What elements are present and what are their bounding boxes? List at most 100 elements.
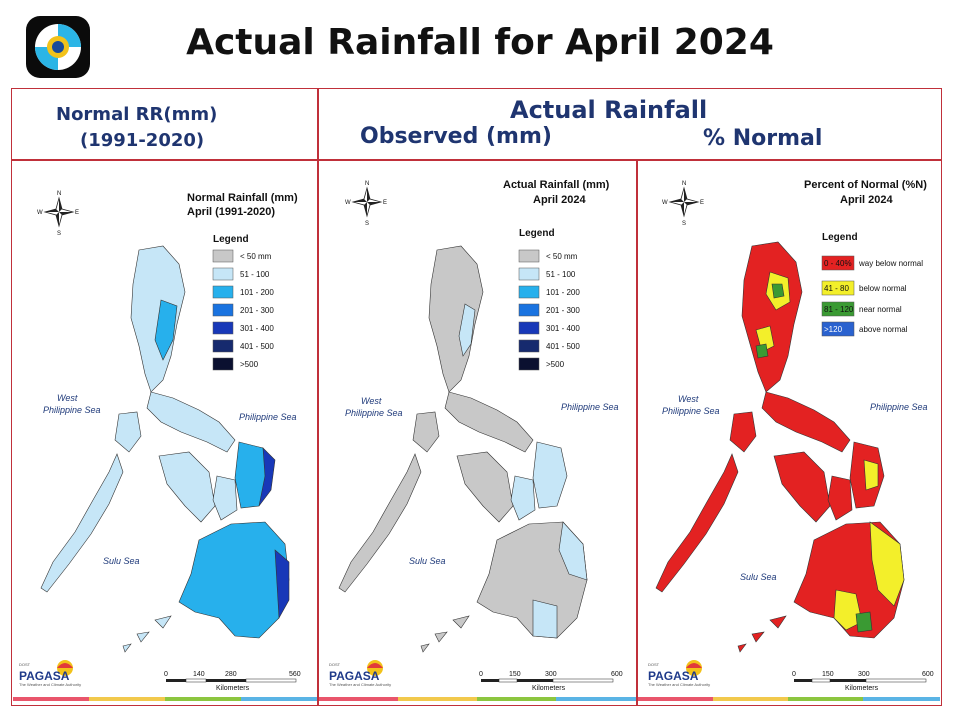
- compass-n: N: [365, 181, 369, 187]
- scale-tick: 0: [479, 671, 483, 678]
- legend-range: 41 - 80: [824, 284, 849, 293]
- legend-label: 401 - 500: [240, 342, 274, 351]
- map-title-line2: April (1991-2020): [187, 206, 275, 218]
- legend-item: 81 - 120 near normal: [821, 301, 902, 317]
- pagasa-tagline: The Weather and Climate Authority: [329, 682, 391, 687]
- pagasa-dost: DOST: [19, 662, 31, 667]
- compass-n: N: [682, 181, 686, 187]
- sea-label-west-line2: Philippine Sea: [662, 406, 720, 416]
- legend-item: >500: [518, 357, 565, 371]
- map-percent-svg: N S E W Percent of Normal (%N) April 202…: [638, 179, 940, 701]
- region-sulu: [420, 615, 470, 653]
- sea-label-west-line1: West: [361, 396, 382, 406]
- scale-bar: 0 150 300 600 Kilometers: [479, 671, 623, 692]
- legend-range: >120: [824, 325, 843, 334]
- legend-label: 301 - 400: [546, 324, 580, 333]
- region-luzon-north: [741, 241, 803, 393]
- scale-unit: Kilometers: [216, 685, 250, 692]
- scale-tick: 0: [164, 671, 168, 678]
- header-normal-line2: (1991-2020): [80, 130, 205, 151]
- sea-label-east: Philippine Sea: [239, 412, 297, 422]
- legend-item: 301 - 400: [212, 321, 274, 335]
- region-panay-negros: [773, 451, 831, 523]
- sea-label-west-line1: West: [57, 393, 78, 403]
- scale-tick: 280: [225, 671, 237, 678]
- region-mindanao-east: [558, 521, 588, 581]
- legend-label: 101 - 200: [546, 288, 580, 297]
- compass-e: E: [700, 200, 704, 206]
- pagasa-logo: DOST PAGASA The Weather and Climate Auth…: [17, 658, 81, 688]
- region-samar-leyte: [532, 441, 568, 509]
- map-observed-svg: N S E W Actual Rainfall (mm) April 2024 …: [319, 179, 636, 701]
- legend-item: < 50 mm: [212, 249, 272, 263]
- scale-tick: 150: [822, 671, 834, 678]
- region-mindoro: [412, 411, 440, 453]
- legend-label: near normal: [859, 305, 902, 314]
- map-title-line2: April 2024: [533, 194, 586, 206]
- scale-tick: 300: [545, 671, 557, 678]
- compass-e: E: [75, 210, 79, 216]
- pagasa-wordmark: PAGASA: [329, 669, 380, 683]
- philippines-map-normal: [40, 245, 290, 653]
- compass-w: W: [345, 200, 351, 206]
- sea-label-sulu: Sulu Sea: [103, 556, 140, 566]
- compass-w: W: [662, 200, 668, 206]
- region-cebu-bohol: [510, 475, 536, 521]
- pagasa-logo: DOST PAGASA The Weather and Climate Auth…: [646, 658, 710, 688]
- compass-s: S: [57, 231, 61, 237]
- compass-e: E: [383, 200, 387, 206]
- legend-label: < 50 mm: [546, 252, 578, 261]
- philippines-map-observed: [338, 245, 588, 653]
- legend-label: 301 - 400: [240, 324, 274, 333]
- scale-unit: Kilometers: [532, 685, 566, 692]
- panel-divider-vertical: [636, 159, 638, 706]
- region-palawan: [338, 453, 422, 593]
- region-mindanao-yellow-east: [869, 521, 905, 607]
- map-panel-observed: N S E W Actual Rainfall (mm) April 2024 …: [319, 160, 636, 706]
- legend-item: 301 - 400: [518, 321, 580, 335]
- sea-label-sulu: Sulu Sea: [409, 556, 446, 566]
- legend-item: 51 - 100: [212, 267, 270, 281]
- legend-label: 201 - 300: [240, 306, 274, 315]
- legend-label: way below normal: [858, 259, 923, 268]
- pagasa-tagline: The Weather and Climate Authority: [648, 682, 710, 687]
- sea-label-sulu: Sulu Sea: [740, 572, 777, 582]
- legend-observed: < 50 mm 51 - 100 101 - 200 201 - 300 301…: [518, 249, 580, 371]
- region-luzon-east-coast: [154, 299, 178, 361]
- compass-rose: N S E W: [37, 191, 79, 237]
- header-divider-vertical: [317, 88, 319, 706]
- region-panay-negros: [158, 451, 216, 523]
- region-samar-yellow: [863, 459, 879, 491]
- scale-tick: 300: [858, 671, 870, 678]
- scale-tick: 600: [611, 671, 623, 678]
- content-frame: [11, 88, 942, 706]
- region-sulu: [737, 615, 787, 653]
- legend-item: < 50 mm: [518, 249, 578, 263]
- map-normal-svg: N S E W Normal Rainfall (mm) April (1991…: [13, 191, 317, 701]
- sea-label-west-line1: West: [678, 394, 699, 404]
- legend-range: 81 - 120: [824, 305, 854, 314]
- legend-title: Legend: [822, 232, 858, 243]
- legend-label: < 50 mm: [240, 252, 272, 261]
- region-luzon-east-coast: [458, 303, 476, 357]
- region-luzon-north: [428, 245, 484, 393]
- header-divider-horizontal: [11, 159, 942, 161]
- region-luzon-green-patch: [771, 283, 785, 299]
- region-samar-east-coast: [258, 447, 276, 507]
- legend-normal: < 50 mm 51 - 100 101 - 200 201 - 300 301…: [212, 249, 274, 371]
- legend-label: below normal: [859, 284, 907, 293]
- map-panel-percent-normal: N S E W Percent of Normal (%N) April 202…: [638, 160, 940, 706]
- sea-label-east: Philippine Sea: [561, 402, 619, 412]
- map-title-line1: Percent of Normal (%N): [804, 179, 927, 191]
- legend-item: 401 - 500: [212, 339, 274, 353]
- region-cebu-bohol: [827, 475, 853, 521]
- region-mindanao-south: [532, 599, 558, 639]
- pagasa-tagline: The Weather and Climate Authority: [19, 682, 81, 687]
- region-luzon-south: [761, 391, 851, 453]
- legend-item: 51 - 100: [518, 267, 576, 281]
- legend-item: >120 above normal: [821, 321, 908, 337]
- scale-tick: 0: [792, 671, 796, 678]
- sea-label-east: Philippine Sea: [870, 402, 928, 412]
- region-luzon-south: [444, 391, 534, 453]
- scale-unit: Kilometers: [845, 685, 879, 692]
